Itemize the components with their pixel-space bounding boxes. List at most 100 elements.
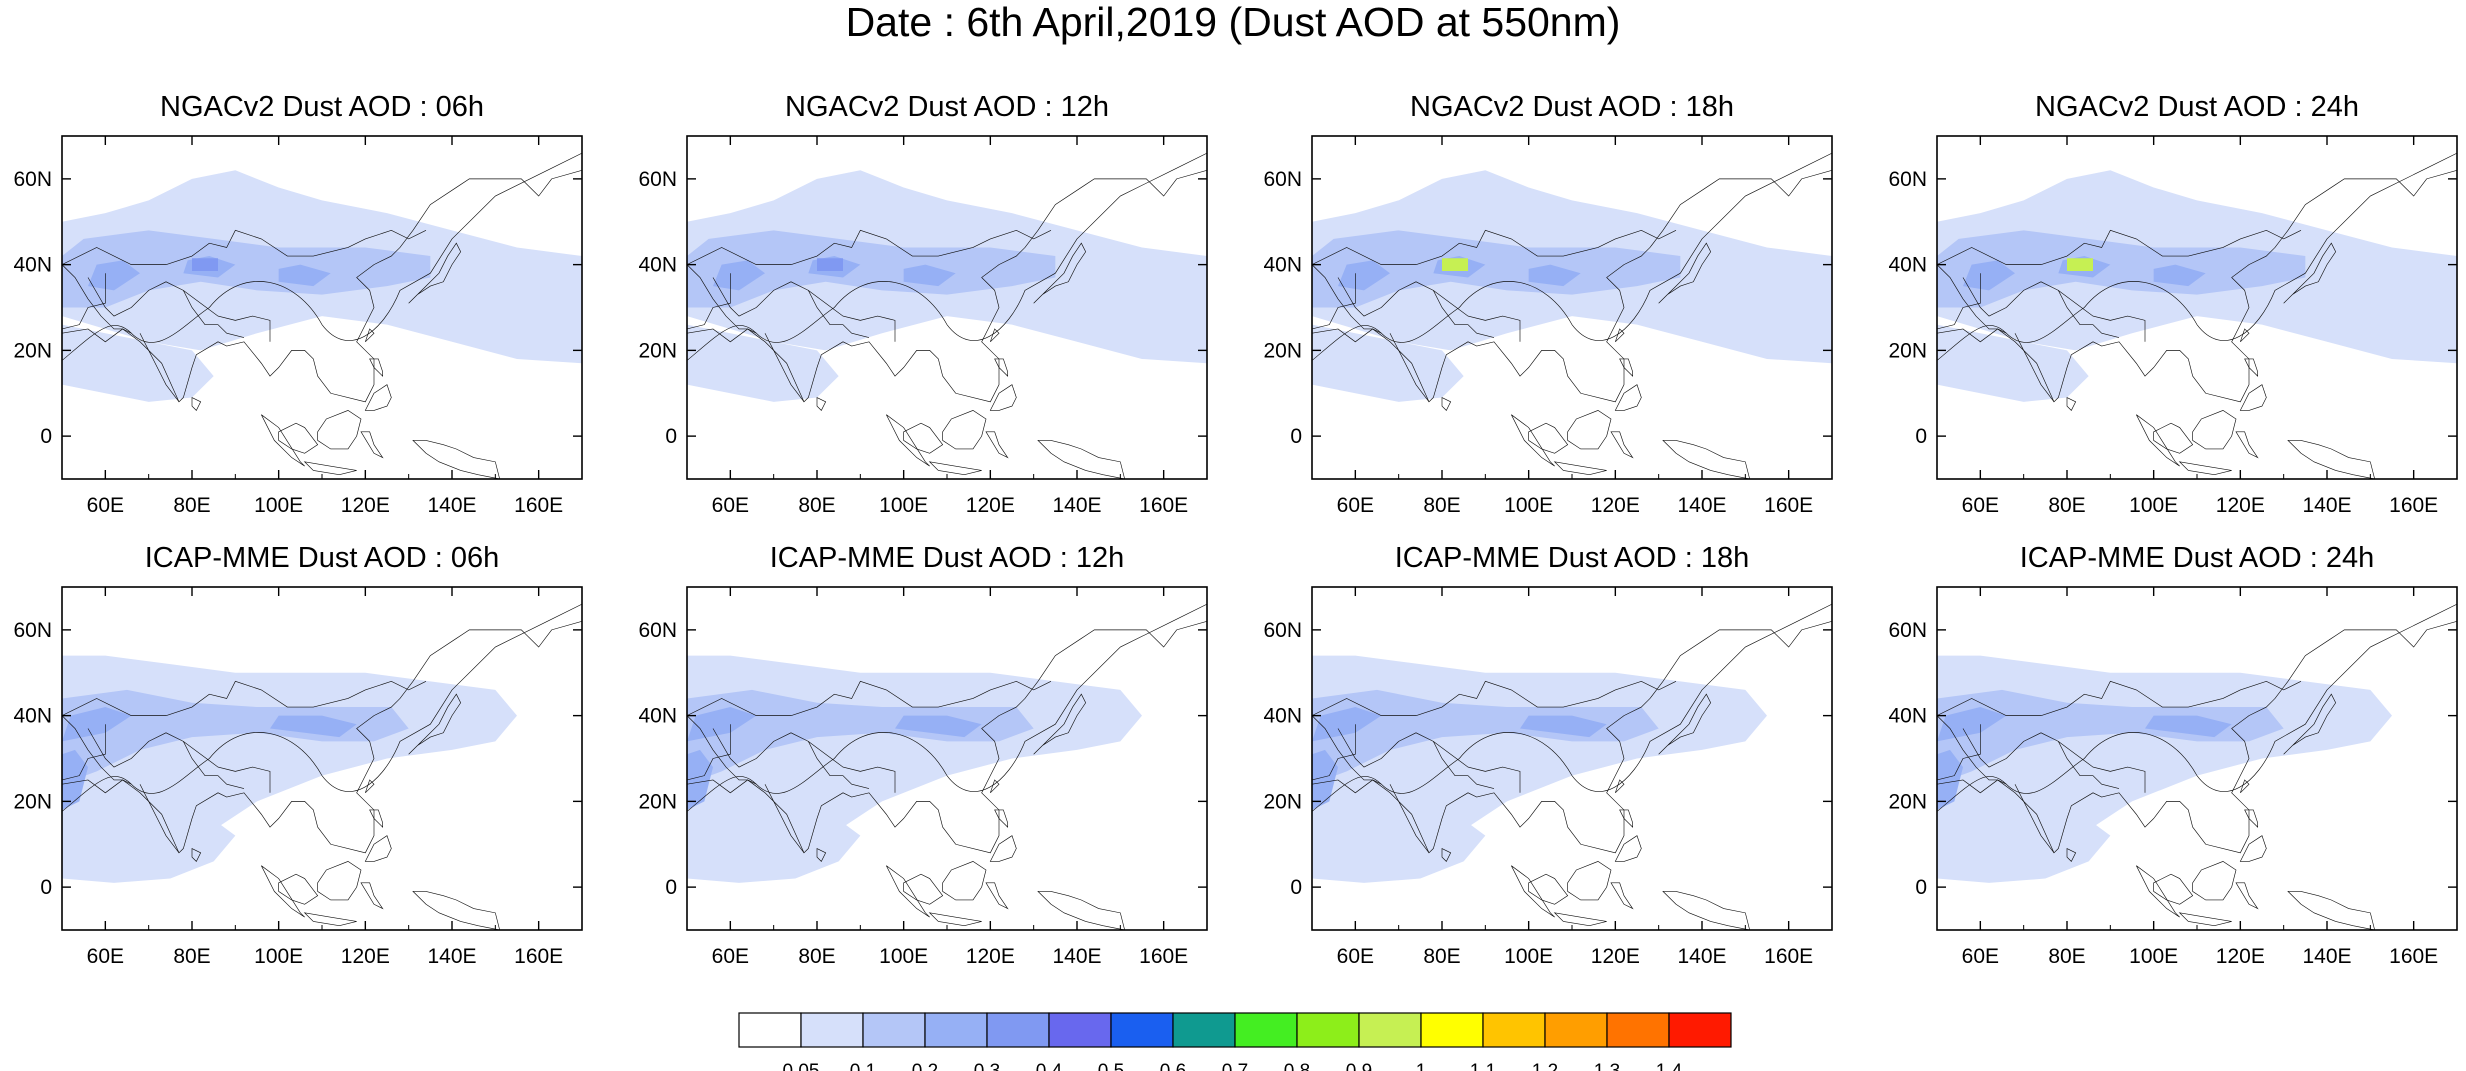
lon-tick-label: 140E xyxy=(1052,945,1101,968)
lon-tick-label: 160E xyxy=(1139,945,1188,968)
lon-tick-label: 100E xyxy=(879,494,928,517)
lon-tick-label: 140E xyxy=(1052,494,1101,517)
panel-title-ngac-06h: NGACv2 Dust AOD : 06h xyxy=(160,91,484,123)
lon-tick-label: 140E xyxy=(2302,494,2351,517)
lat-tick-label: 0 xyxy=(40,876,52,899)
colorbar-label: 0.9 xyxy=(1346,1061,1372,1071)
dust-field xyxy=(1312,170,1832,402)
lon-tick-label: 60E xyxy=(712,494,749,517)
colorbar-box xyxy=(1358,1012,1422,1048)
lon-tick-label: 160E xyxy=(2389,494,2438,517)
lon-tick-label: 140E xyxy=(2302,945,2351,968)
dust-region xyxy=(1937,689,2284,785)
lat-tick-label: 0 xyxy=(1290,876,1302,899)
lat-tick-label: 40N xyxy=(638,705,677,728)
colorbar-box xyxy=(1482,1012,1546,1048)
colorbar-label: 0.5 xyxy=(1098,1061,1124,1071)
lon-tick-label: 60E xyxy=(712,945,749,968)
map-panel-1: 60E 80E 100E 120E 140E 160E 60N 40N 20N 0 xyxy=(638,135,1208,517)
lon-tick-label: 80E xyxy=(2048,494,2085,517)
lat-tick-label: 20N xyxy=(13,339,52,362)
lat-tick-label: 40N xyxy=(1263,705,1302,728)
lat-tick-label: 60N xyxy=(1263,619,1302,642)
dust-region xyxy=(88,260,140,291)
dust-region xyxy=(1312,749,1338,810)
lon-tick-label: 120E xyxy=(1591,945,1640,968)
dust-region xyxy=(62,324,214,402)
lat-tick-label: 60N xyxy=(1888,168,1927,191)
lat-tick-label: 60N xyxy=(638,168,677,191)
dust-region xyxy=(2153,264,2206,287)
lon-tick-label: 100E xyxy=(1504,945,1553,968)
lon-tick-label: 160E xyxy=(2389,945,2438,968)
colorbar-label: 1 xyxy=(1416,1061,1427,1071)
lat-tick-label: 40N xyxy=(13,705,52,728)
lon-tick-label: 60E xyxy=(1962,945,1999,968)
lat-tick-label: 0 xyxy=(40,425,52,448)
colorbar-box xyxy=(862,1012,926,1048)
map-panel-2: 60E 80E 100E 120E 140E 160E 60N 40N 20N 0 xyxy=(1263,135,1833,517)
lat-tick-label: 60N xyxy=(638,619,677,642)
dust-region xyxy=(687,324,839,402)
dust-region xyxy=(1312,689,1659,785)
lon-tick-label: 160E xyxy=(1764,945,1813,968)
lon-tick-label: 120E xyxy=(966,945,1015,968)
lon-tick-label: 120E xyxy=(2216,945,2265,968)
lat-tick-label: 60N xyxy=(13,619,52,642)
lon-tick-label: 120E xyxy=(2216,494,2265,517)
colorbar-label: 1.4 xyxy=(1656,1061,1683,1071)
dust-region xyxy=(270,715,357,738)
dust-region xyxy=(1442,258,1468,272)
map-panel-5: 60E 80E 100E 120E 140E 160E 60N 40N 20N 0 xyxy=(638,586,1208,968)
figure-title: Date : 6th April,2019 (Dust AOD at 550nm… xyxy=(845,0,1621,45)
lon-tick-label: 80E xyxy=(2048,945,2085,968)
panel-title-icap-06h: ICAP-MME Dust AOD : 06h xyxy=(144,542,500,574)
colorbar-box xyxy=(1668,1012,1732,1048)
dust-field xyxy=(1937,655,2392,883)
lat-tick-label: 20N xyxy=(1888,339,1927,362)
dust-region xyxy=(62,749,88,810)
colorbar-label: 0.6 xyxy=(1160,1061,1186,1071)
dust-region xyxy=(1937,707,2007,742)
lon-tick-label: 100E xyxy=(254,945,303,968)
dust-region xyxy=(192,258,218,272)
lon-tick-label: 120E xyxy=(341,494,390,517)
lat-tick-label: 40N xyxy=(1888,705,1927,728)
colorbar-label: 1.3 xyxy=(1594,1061,1620,1071)
dust-field xyxy=(62,170,582,402)
colorbar-box xyxy=(924,1012,988,1048)
dust-region xyxy=(713,260,765,291)
lat-tick-label: 40N xyxy=(1888,254,1927,277)
lon-tick-label: 80E xyxy=(1423,494,1460,517)
dust-region xyxy=(687,749,713,810)
lat-tick-label: 60N xyxy=(1888,619,1927,642)
colorbar-label: 0.2 xyxy=(912,1061,938,1071)
colorbar-box xyxy=(1110,1012,1174,1048)
lon-tick-label: 80E xyxy=(1423,945,1460,968)
lon-tick-label: 140E xyxy=(427,494,476,517)
dust-region xyxy=(1520,715,1607,738)
dust-region xyxy=(1937,801,2111,883)
lon-tick-label: 100E xyxy=(1504,494,1553,517)
colorbar-label: 0.3 xyxy=(974,1061,1000,1071)
map-panel-7: 60E 80E 100E 120E 140E 160E 60N 40N 20N 0 xyxy=(1888,586,2458,968)
lon-tick-label: 140E xyxy=(427,945,476,968)
colorbar-label: 1.2 xyxy=(1532,1061,1558,1071)
lat-tick-label: 20N xyxy=(1888,790,1927,813)
colorbar-box xyxy=(1420,1012,1484,1048)
dust-field xyxy=(687,170,1207,402)
dust-region xyxy=(687,707,757,742)
dust-region xyxy=(687,801,861,883)
lon-tick-label: 120E xyxy=(966,494,1015,517)
dust-region xyxy=(2067,258,2093,272)
dust-region xyxy=(903,264,956,287)
panel-title-ngac-24h: NGACv2 Dust AOD : 24h xyxy=(2035,91,2359,123)
lat-tick-label: 0 xyxy=(665,876,677,899)
dust-field xyxy=(1312,655,1767,883)
colorbar-label: 0.1 xyxy=(850,1061,876,1071)
lat-tick-label: 0 xyxy=(665,425,677,448)
dust-field xyxy=(62,655,517,883)
lat-tick-label: 0 xyxy=(1290,425,1302,448)
colorbar-box xyxy=(1606,1012,1670,1048)
